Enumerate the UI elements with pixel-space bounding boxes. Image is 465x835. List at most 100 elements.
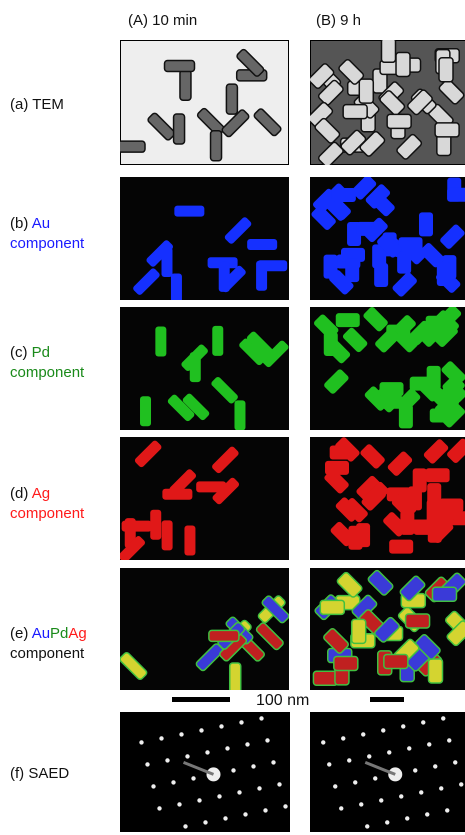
label-text: (d) <box>10 485 32 502</box>
diffraction-spot <box>399 794 403 798</box>
diffraction-spot <box>165 758 169 762</box>
particle <box>211 131 222 161</box>
particle <box>410 377 434 391</box>
label-element: Au <box>32 215 50 232</box>
panels <box>0 0 465 835</box>
particle <box>234 400 245 430</box>
diffraction-spot <box>171 780 175 784</box>
particle <box>432 587 456 601</box>
label-text: (f) SAED <box>10 765 69 782</box>
diffraction-spot <box>387 750 391 754</box>
diffraction-spot <box>445 808 449 812</box>
particle <box>140 396 151 426</box>
label-element: Pd <box>32 344 50 361</box>
micrograph <box>310 304 465 430</box>
diffraction-spot <box>191 776 195 780</box>
diffraction-spot <box>373 776 377 780</box>
micrograph <box>310 174 465 300</box>
particle <box>247 239 277 250</box>
diffraction-spot <box>347 758 351 762</box>
label-text: component <box>10 364 84 381</box>
particle <box>165 61 195 72</box>
particle <box>209 630 239 641</box>
particle <box>115 141 145 152</box>
particle <box>435 123 459 137</box>
diffraction-spot <box>341 736 345 740</box>
particle <box>406 614 430 628</box>
diffraction-spot <box>231 768 235 772</box>
particle <box>219 262 230 292</box>
label-text: (a) TEM <box>10 96 64 113</box>
label-element: Ag <box>32 485 50 502</box>
label-element: Pd <box>50 625 68 642</box>
diffraction-spot <box>151 784 155 788</box>
particle <box>389 540 413 554</box>
diffraction-spot <box>277 782 281 786</box>
particle <box>352 619 366 643</box>
label-text: component <box>10 235 84 252</box>
particle <box>399 404 413 428</box>
diffraction-spot <box>441 716 445 720</box>
diffraction-spot <box>243 812 247 816</box>
particle <box>357 222 381 236</box>
diffraction-spot <box>353 780 357 784</box>
diffraction-spot <box>219 724 223 728</box>
particle <box>150 510 161 540</box>
diffraction-spot <box>401 724 405 728</box>
particle <box>174 114 185 144</box>
diffraction-spot <box>223 816 227 820</box>
diffraction-spot <box>381 728 385 732</box>
column-header: (A) 10 min <box>128 12 197 29</box>
particle <box>396 52 410 76</box>
micrograph <box>117 437 289 564</box>
diffraction-spot <box>185 754 189 758</box>
scale-label: 100 nm <box>256 692 309 710</box>
micrograph <box>307 38 465 168</box>
diffraction-spot <box>145 762 149 766</box>
label-text: (e) <box>10 625 32 642</box>
particle <box>174 206 204 217</box>
micrograph <box>119 568 290 693</box>
diffraction-spot <box>447 738 451 742</box>
diffraction-spot <box>321 740 325 744</box>
figure: (A) 10 min (B) 9 h (a) TEM (b) Aucompone… <box>0 0 465 835</box>
diffraction-spot <box>359 802 363 806</box>
diffraction-spot <box>203 820 207 824</box>
diffraction-spot <box>271 760 275 764</box>
diffraction-spot <box>225 746 229 750</box>
label-text: component <box>10 505 84 522</box>
diffraction-spot <box>263 808 267 812</box>
diffraction-spot <box>259 716 263 720</box>
micrograph <box>120 307 290 430</box>
particle <box>429 659 443 683</box>
particle <box>374 263 388 287</box>
diffraction-spot <box>197 798 201 802</box>
particle <box>212 326 223 356</box>
particle <box>155 327 166 357</box>
particle <box>437 262 451 286</box>
particle <box>343 105 367 119</box>
diffraction-spot <box>333 784 337 788</box>
micrograph <box>120 177 289 304</box>
scale-bar <box>370 697 404 702</box>
particle <box>381 38 395 62</box>
label-text: component <box>10 645 84 662</box>
diffraction-spot <box>453 760 457 764</box>
diffraction-spot <box>407 746 411 750</box>
diffraction-spot <box>419 790 423 794</box>
diffraction-spot <box>257 786 261 790</box>
diffraction-spot <box>425 812 429 816</box>
diffraction-spot <box>177 802 181 806</box>
diffraction-spot <box>251 764 255 768</box>
scale-bar <box>172 697 230 702</box>
particle <box>400 511 414 535</box>
diffraction-spot <box>405 816 409 820</box>
particle <box>439 58 453 82</box>
particle <box>426 468 450 482</box>
diffraction-spot <box>199 728 203 732</box>
diffraction-spot <box>367 754 371 758</box>
diffraction-spot <box>385 820 389 824</box>
particle <box>257 260 287 271</box>
micrograph <box>310 436 465 560</box>
particle <box>171 274 182 304</box>
